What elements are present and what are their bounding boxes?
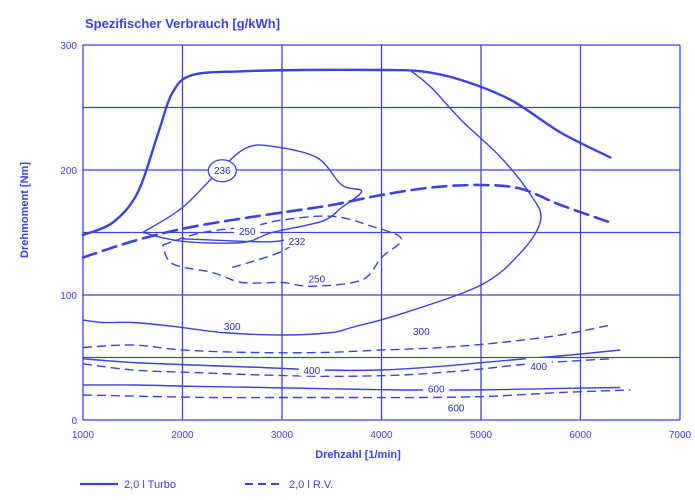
legend: 2,0 l Turbo 2,0 l R.V. (80, 479, 333, 491)
contour-label-bg-dashed-600 (443, 399, 470, 414)
contour-label-bg-solid-400 (298, 361, 325, 376)
x-tick-label: 7000 (669, 430, 692, 441)
contour-dashed-232 (161, 215, 403, 288)
contour-label-bg-solid-600 (423, 380, 450, 395)
contour-label-bg-dashed-250 (303, 270, 330, 285)
x-tick-label: 3000 (271, 430, 294, 441)
contour-dashed-400 (82, 358, 611, 378)
contour-label-ring-236 (207, 159, 237, 183)
contour-label-bg-dashed-400 (525, 358, 552, 372)
contour-label-solid-300: 300 (224, 322, 241, 333)
contour-label-solid-250: 250 (239, 227, 256, 238)
contour-label-dashed-400: 400 (530, 362, 547, 373)
chart-title: Spezifischer Verbrauch [g/kWh] (85, 16, 280, 31)
contour-solid-600 (82, 384, 621, 391)
y-tick-label: 0 (71, 416, 77, 427)
full-load-curve-solid (81, 68, 612, 237)
contour-label-bg-dashed-300 (408, 323, 435, 337)
contour-labels: 236 250 300 400 600 232 250 300 400 600 (207, 159, 552, 414)
contour-solid-300 (82, 70, 542, 336)
contour-label-dashed-300: 300 (413, 327, 430, 338)
contour-label-solid-400: 400 (304, 366, 321, 377)
x-tick-label: 6000 (569, 430, 592, 441)
full-load-curve-dashed (81, 183, 612, 259)
contour-solid-400 (82, 349, 621, 372)
grid-lines (82, 44, 681, 421)
x-tick-label: 2000 (171, 430, 194, 441)
contour-label-bg-solid-250 (234, 223, 261, 237)
contour-label-bg-dashed-232 (283, 233, 310, 247)
contour-label-bg-solid-300 (219, 318, 246, 332)
series-layer (81, 68, 631, 399)
y-tick-label: 200 (60, 166, 77, 177)
contour-dashed-300 (82, 324, 611, 354)
contour-label-dashed-600: 600 (448, 403, 465, 414)
contour-label-solid-600: 600 (428, 385, 445, 396)
x-tick-label: 5000 (470, 430, 493, 441)
y-tick-label: 100 (60, 291, 77, 302)
x-tick-label: 4000 (370, 430, 393, 441)
x-axis-label: Drehzahl [1/min] (315, 449, 401, 461)
contour-label-dashed-250: 250 (308, 275, 325, 286)
legend-label-solid: 2,0 l Turbo (124, 479, 176, 491)
y-tick-label: 300 (60, 41, 77, 52)
y-axis-label: Drehmoment [Nm] (19, 162, 31, 258)
tick-labels: 1000 2000 3000 4000 5000 6000 7000 0 100 200 300 (60, 41, 691, 441)
contour-dashed-600 (82, 389, 631, 399)
x-tick-label: 1000 (72, 430, 95, 441)
contour-label-solid-236: 236 (214, 166, 231, 177)
legend-label-dashed: 2,0 l R.V. (289, 479, 333, 491)
contour-label-dashed-232: 232 (289, 237, 306, 248)
